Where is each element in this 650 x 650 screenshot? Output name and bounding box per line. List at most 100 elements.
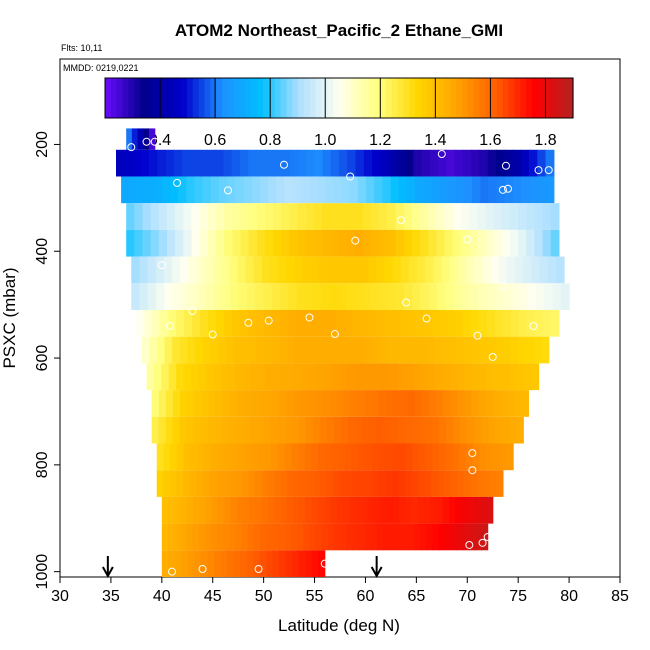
heatmap-cell xyxy=(224,229,233,257)
heatmap-cell xyxy=(145,176,155,204)
heatmap-cell xyxy=(509,416,517,444)
heatmap-cell xyxy=(176,470,184,497)
heatmap-cell xyxy=(417,256,426,284)
heatmap-cell xyxy=(533,336,542,364)
heatmap-cell xyxy=(241,470,249,497)
colorbar-swatch xyxy=(110,78,118,118)
heatmap-cell xyxy=(195,470,204,497)
heatmap-cell xyxy=(351,309,361,337)
flight-arrows xyxy=(101,556,383,579)
observation-point xyxy=(280,160,288,169)
heatmap-cell xyxy=(126,128,133,150)
heatmap-cell xyxy=(198,149,208,177)
heatmap-cell xyxy=(526,229,536,257)
heatmap-cell xyxy=(403,203,413,230)
colorbar-swatch xyxy=(198,78,206,118)
chart-title: ATOM2 Northeast_Pacific_2 Ethane_GMI xyxy=(175,21,503,40)
heatmap-cell xyxy=(495,149,505,177)
colorbar-swatch xyxy=(204,78,211,118)
colorbar-swatch xyxy=(385,78,393,118)
heatmap-cell xyxy=(267,496,275,524)
heatmap-cell xyxy=(456,336,465,364)
heatmap-cell xyxy=(174,523,181,551)
heatmap-cell xyxy=(456,523,464,551)
heatmap-cell xyxy=(311,550,319,577)
heatmap-cell xyxy=(190,443,198,471)
heatmap-cell xyxy=(163,443,171,471)
heatmap-cell xyxy=(405,363,414,391)
heatmap-cell xyxy=(264,229,274,257)
heatmap-cell xyxy=(235,470,243,497)
heatmap-cell xyxy=(200,309,209,337)
heatmap-cell xyxy=(176,363,185,391)
colorbar-tick-label: 1.0 xyxy=(314,132,336,149)
heatmap-cell xyxy=(272,336,281,364)
flight-arrow-head xyxy=(101,566,114,579)
heatmap-cell xyxy=(424,496,431,524)
heatmap-cell xyxy=(215,390,224,417)
heatmap-cell xyxy=(441,256,451,284)
heatmap-cell xyxy=(329,390,338,417)
heatmap-cell xyxy=(413,149,423,177)
heatmap-cell xyxy=(439,443,447,471)
heatmap-cell xyxy=(204,256,214,284)
heatmap-cell xyxy=(222,470,230,497)
heatmap-cell xyxy=(279,283,289,310)
heatmap-cell xyxy=(534,229,544,257)
heatmap-cell xyxy=(261,256,271,284)
heatmap-cell xyxy=(330,203,340,230)
heatmap-cell xyxy=(297,523,304,551)
heatmap-cell xyxy=(311,443,319,471)
colorbar-swatch xyxy=(397,78,404,118)
heatmap-cell xyxy=(158,203,168,230)
x-tick-label: 50 xyxy=(255,588,273,605)
heatmap-cell xyxy=(445,283,455,310)
colorbar-swatch xyxy=(262,78,270,118)
heatmap-cell xyxy=(494,283,504,310)
heatmap-cell xyxy=(189,470,197,497)
heatmap-cell xyxy=(213,550,222,577)
heatmap-cell xyxy=(347,416,356,444)
heatmap-cell xyxy=(186,523,194,551)
heatmap-cell xyxy=(365,470,373,497)
heatmap-cell xyxy=(405,443,413,471)
heatmap-cell xyxy=(183,203,193,230)
heatmap-cell xyxy=(312,416,321,444)
colorbar-swatch xyxy=(280,78,287,118)
heatmap-cell xyxy=(426,523,433,551)
heatmap-cell xyxy=(183,443,191,471)
heatmap-cell xyxy=(313,283,322,310)
heatmap-cell xyxy=(400,256,410,284)
observation-point xyxy=(473,331,482,340)
heatmap-cell xyxy=(206,149,216,177)
heatmap-cell xyxy=(179,336,189,364)
colorbar-swatch xyxy=(473,78,480,118)
heatmap-cell xyxy=(268,176,277,204)
heatmap-cell xyxy=(329,283,339,310)
heatmap-cell xyxy=(309,523,317,551)
heatmap-cell xyxy=(237,443,245,471)
heatmap-cell xyxy=(180,390,188,417)
heatmap-cell xyxy=(287,470,295,497)
heatmap-cell xyxy=(463,309,472,337)
colorbar-swatch xyxy=(292,78,299,118)
heatmap-cell xyxy=(188,256,198,284)
heatmap-cell xyxy=(387,336,396,364)
heatmap-cell xyxy=(545,176,555,204)
heatmap-cell xyxy=(478,390,487,417)
heatmap-cell xyxy=(463,523,470,551)
heatmap-cell xyxy=(192,523,200,551)
heatmap-cell xyxy=(327,523,335,551)
heatmap-cell xyxy=(279,390,288,417)
heatmap-cell xyxy=(172,336,181,364)
heatmap-cell xyxy=(390,176,400,204)
colorbar-swatch xyxy=(403,78,410,118)
heatmap-cell xyxy=(354,416,363,444)
heatmap-cell xyxy=(178,176,188,204)
heatmap-cell xyxy=(273,229,282,257)
heatmap-cell xyxy=(443,390,451,417)
heatmap-cell xyxy=(362,283,372,310)
heatmap-cell xyxy=(435,390,444,417)
heatmap-cell xyxy=(176,309,185,337)
colorbar-tick-label: 0.8 xyxy=(259,132,281,149)
